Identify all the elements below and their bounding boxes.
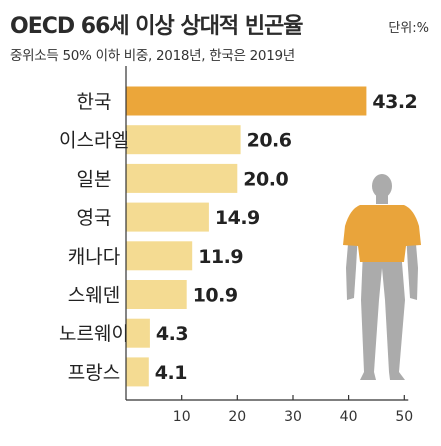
category-label: 프랑스	[68, 362, 120, 384]
x-tick-label: 30	[284, 409, 302, 425]
x-tick-label: 50	[395, 409, 413, 425]
person-neck	[376, 195, 388, 204]
category-label: 노르웨이	[59, 323, 129, 345]
category-label: 이스라엘	[59, 130, 129, 152]
value-label: 4.3	[156, 323, 188, 345]
value-label: 10.9	[193, 285, 238, 307]
value-label: 20.0	[243, 168, 288, 190]
value-label: 43.2	[372, 91, 417, 113]
person-head	[372, 174, 392, 198]
value-label: 11.9	[198, 246, 243, 268]
bar-7	[126, 318, 150, 348]
bar-5	[126, 241, 193, 271]
value-label: 14.9	[215, 207, 260, 229]
person-left-arm	[346, 232, 358, 300]
value-label: 4.1	[155, 362, 187, 384]
title-row: OECD 66세 이상 상대적 빈곤율 단위:%	[10, 8, 435, 39]
bar-3	[126, 163, 238, 193]
value-label: 20.6	[247, 130, 292, 152]
person-shirt	[343, 205, 421, 262]
category-label: 일본	[77, 168, 112, 190]
category-label: 한국	[77, 91, 112, 113]
category-label: 영국	[77, 207, 112, 229]
category-label: 캐나다	[68, 246, 120, 268]
unit-label: 단위:%	[388, 21, 429, 36]
chart-title: OECD 66세 이상 상대적 빈곤율	[10, 14, 304, 39]
bar-8	[126, 357, 149, 387]
bar-1	[126, 86, 367, 116]
bar-6	[126, 280, 187, 309]
category-label: 스웨덴	[68, 285, 120, 307]
x-tick-label: 40	[340, 409, 358, 425]
x-tick-label: 10	[173, 409, 191, 425]
bar-2	[126, 125, 241, 155]
person-silhouette	[343, 174, 421, 380]
chart-subtitle: 중위소득 50% 이하 비중, 2018년, 한국은 2019년	[10, 48, 295, 64]
person-right-arm	[406, 232, 418, 300]
x-tick-label: 20	[228, 409, 246, 425]
bar-4	[126, 202, 209, 232]
person-legs	[360, 250, 405, 380]
